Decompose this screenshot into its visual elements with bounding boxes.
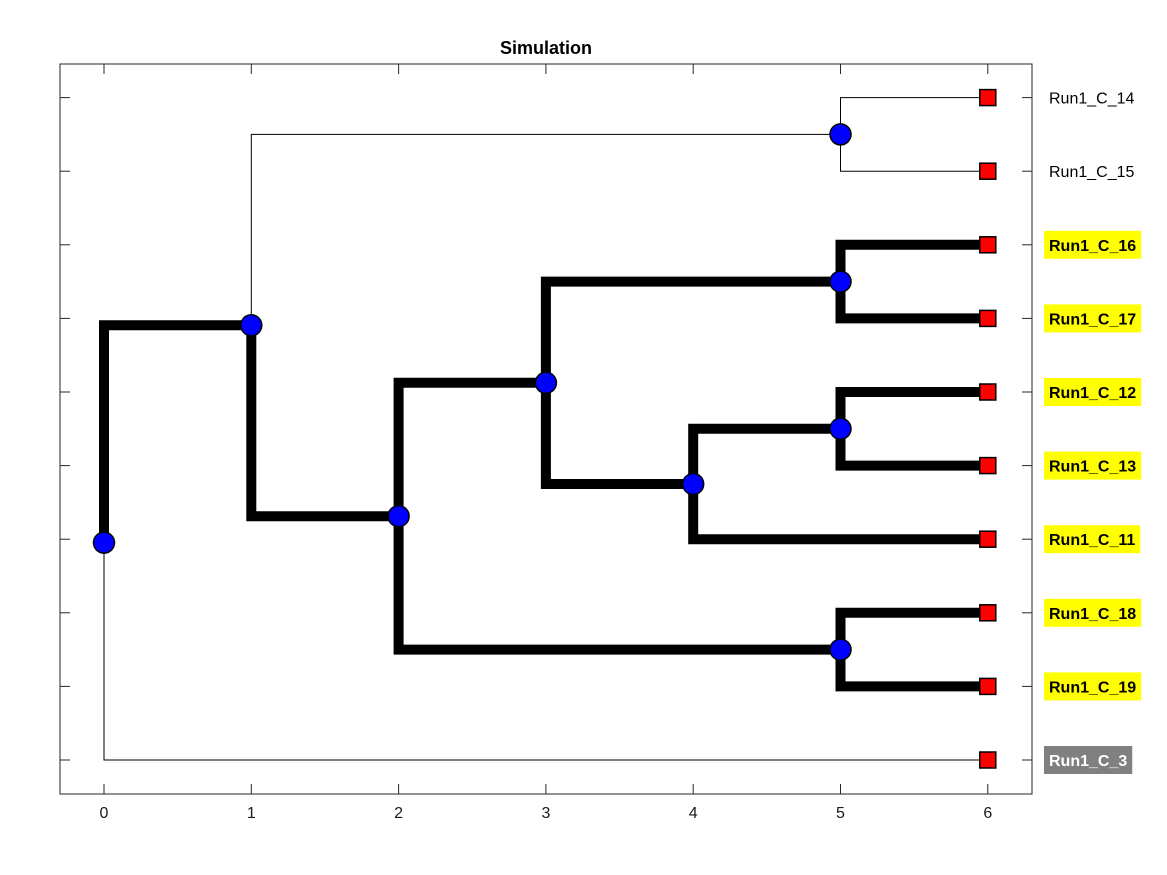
branch-N5b-L16	[835, 239, 988, 282]
branch-N5d-L18	[835, 607, 988, 650]
branch-N5a-L15	[840, 134, 988, 172]
x-tick-label: 3	[541, 805, 550, 822]
leaf-node-L13	[979, 456, 997, 475]
leaf-label-bg-L12	[1044, 378, 1142, 406]
branch-N3-N4	[540, 382, 694, 489]
leaf-label-bg-L18	[1044, 598, 1142, 627]
leaf-label-bg-L16	[1044, 230, 1142, 259]
branch-N5a-L14	[840, 97, 988, 135]
internal-node-N5b	[829, 270, 852, 293]
leaf-label-L19: Run1_C_19	[1049, 679, 1136, 696]
leaf-node-L19	[979, 677, 997, 696]
branch-N1-N2	[246, 325, 399, 522]
leaf-node-L18	[979, 604, 997, 622]
leaf-node-L15	[979, 162, 997, 180]
leaf-label-bg-L11	[1044, 525, 1141, 554]
branch-N4-N5c	[688, 423, 841, 484]
x-tick-label: 4	[689, 805, 698, 822]
internal-node-N3	[534, 371, 558, 395]
branch-N2-N5d	[393, 516, 841, 655]
branch-N0-N1	[99, 320, 252, 543]
leaf-node-L16	[979, 236, 997, 254]
x-tick-label: 1	[247, 805, 256, 822]
leaf-node-L14	[979, 88, 997, 107]
x-tick-label: 2	[394, 805, 403, 822]
leaf-label-L17: Run1_C_17	[1049, 311, 1136, 328]
internal-node-N5c	[829, 417, 852, 441]
internal-node-N1	[240, 314, 263, 337]
branch-N5b-L17	[835, 281, 988, 324]
leaf-label-L12: Run1_C_12	[1049, 385, 1136, 402]
internal-node-N4	[681, 472, 705, 496]
leaf-label-L3: Run1_C_3	[1049, 753, 1127, 770]
leaf-label-bg-L19	[1044, 672, 1142, 701]
x-tick-label: 6	[983, 805, 992, 822]
internal-node-N0	[92, 531, 116, 554]
branch-N0-L3	[103, 542, 988, 761]
tree-edges	[99, 97, 988, 761]
leaf-labels: Run1_C_14 Run1_C_15 Run1_C_16 Run1_C_17 Run1…	[1044, 91, 1142, 774]
chart-title: Simulation	[500, 38, 592, 58]
leaf-node-L11	[979, 530, 997, 548]
x-tick-label: 0	[100, 805, 109, 822]
leaf-label-L11: Run1_C_11	[1049, 532, 1135, 549]
tree-markers	[92, 88, 997, 769]
branch-N3-N5b	[540, 276, 841, 383]
leaf-label-bg-L17	[1044, 304, 1142, 333]
internal-node-N5d	[829, 638, 852, 661]
leaf-label-L18: Run1_C_18	[1049, 606, 1136, 623]
branch-N4-L11	[688, 484, 988, 545]
leaf-label-bg-L13	[1044, 451, 1142, 480]
branch-N2-N3	[393, 377, 546, 517]
branch-N5d-L19	[835, 649, 988, 692]
internal-node-N2	[387, 504, 410, 528]
leaf-label-L16: Run1_C_16	[1049, 238, 1136, 255]
branch-N5c-L13	[835, 428, 988, 471]
branch-N1-N5a	[250, 133, 841, 326]
branch-N5c-L12	[835, 387, 988, 429]
leaf-label-bg-L3	[1044, 746, 1133, 774]
leaf-node-L17	[979, 309, 997, 328]
internal-node-N5a	[829, 123, 852, 146]
x-tick-label: 5	[836, 805, 845, 822]
leaf-node-L12	[979, 383, 997, 401]
axes: 0 1 2 3 4 5 6	[59, 63, 1033, 822]
leaf-label-L14: Run1_C_14	[1049, 91, 1135, 108]
leaf-label-L13: Run1_C_13	[1049, 459, 1136, 476]
leaf-node-L3	[979, 751, 997, 769]
leaf-label-L15: Run1_C_15	[1049, 164, 1135, 181]
